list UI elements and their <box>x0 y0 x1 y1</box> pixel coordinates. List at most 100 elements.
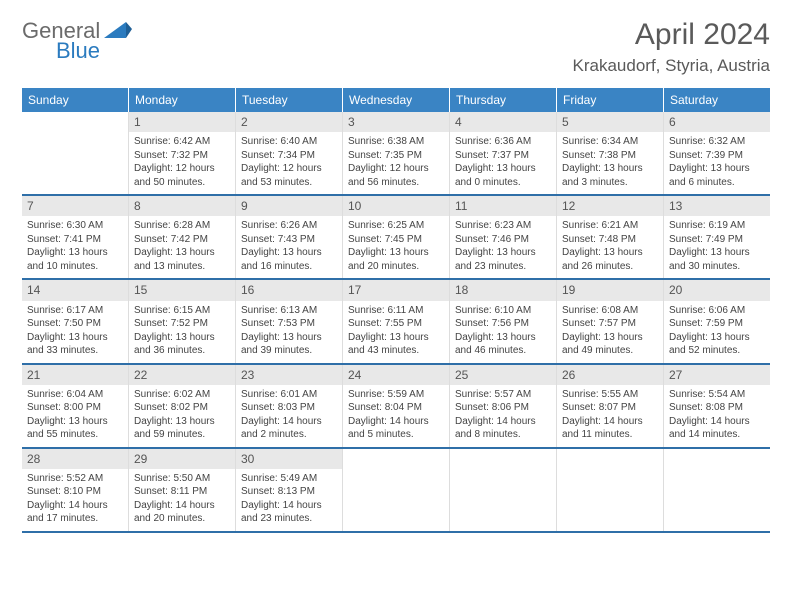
sunrise-text: Sunrise: 5:49 AM <box>241 472 337 486</box>
day-number: 9 <box>236 196 342 216</box>
daylight-text: Daylight: 14 hours and 2 minutes. <box>241 415 337 442</box>
calendar-cell: 27Sunrise: 5:54 AMSunset: 8:08 PMDayligh… <box>664 365 770 447</box>
cell-body: Sunrise: 6:32 AMSunset: 7:39 PMDaylight:… <box>664 132 770 194</box>
daylight-text: Daylight: 13 hours and 55 minutes. <box>27 415 123 442</box>
sunrise-text: Sunrise: 6:42 AM <box>134 135 230 149</box>
day-number: 7 <box>22 196 128 216</box>
cell-body: Sunrise: 6:26 AMSunset: 7:43 PMDaylight:… <box>236 216 342 278</box>
day-number: 29 <box>129 449 235 469</box>
sunset-text: Sunset: 8:13 PM <box>241 485 337 499</box>
calendar-cell: 6Sunrise: 6:32 AMSunset: 7:39 PMDaylight… <box>664 112 770 194</box>
daylight-text: Daylight: 13 hours and 36 minutes. <box>134 331 230 358</box>
calendar-cell: 7Sunrise: 6:30 AMSunset: 7:41 PMDaylight… <box>22 196 129 278</box>
sunset-text: Sunset: 7:49 PM <box>669 233 765 247</box>
cell-body: Sunrise: 6:08 AMSunset: 7:57 PMDaylight:… <box>557 301 663 363</box>
calendar-week: 7 Sunrise: 6:30 AMSunset: 7:41 PM Daylight… <box>22 196 770 280</box>
sunset-text: Sunset: 7:39 PM <box>669 149 765 163</box>
daylight-text: Daylight: 13 hours and 52 minutes. <box>669 331 765 358</box>
day-header: Thursday <box>450 88 557 112</box>
sunrise-text: Sunrise: 6:08 AM <box>562 304 658 318</box>
daylight-text: Daylight: 13 hours and 23 minutes. <box>455 246 551 273</box>
day-number: 18 <box>450 280 556 300</box>
day-header: Friday <box>557 88 664 112</box>
sunrise-text: Sunrise: 6:30 AM <box>27 219 123 233</box>
sunset-text: Sunset: 8:02 PM <box>134 401 230 415</box>
daylight-text: Daylight: 14 hours and 17 minutes. <box>27 499 123 526</box>
cell-body: Sunrise: 5:59 AMSunset: 8:04 PMDaylight:… <box>343 385 449 447</box>
cell-body: Sunrise: 5:57 AMSunset: 8:06 PMDaylight:… <box>450 385 556 447</box>
sunset-text: Sunset: 8:04 PM <box>348 401 444 415</box>
daylight-text: Daylight: 14 hours and 23 minutes. <box>241 499 337 526</box>
sunset-text: Sunset: 7:59 PM <box>669 317 765 331</box>
sunrise-text: Sunrise: 6:13 AM <box>241 304 337 318</box>
calendar-cell: 11Sunrise: 6:23 AMSunset: 7:46 PMDayligh… <box>450 196 557 278</box>
calendar-cell: 18Sunrise: 6:10 AMSunset: 7:56 PMDayligh… <box>450 280 557 362</box>
calendar-cell: 19Sunrise: 6:08 AMSunset: 7:57 PMDayligh… <box>557 280 664 362</box>
sunrise-text: Sunrise: 5:59 AM <box>348 388 444 402</box>
day-number: 27 <box>664 365 770 385</box>
sunrise-text: Sunrise: 6:19 AM <box>669 219 765 233</box>
calendar-cell: 22Sunrise: 6:02 AMSunset: 8:02 PMDayligh… <box>129 365 236 447</box>
cell-body: Sunrise: 6:25 AMSunset: 7:45 PMDaylight:… <box>343 216 449 278</box>
day-number: 16 <box>236 280 342 300</box>
brand-line2: Blue <box>56 38 100 64</box>
sunrise-text: Sunrise: 6:23 AM <box>455 219 551 233</box>
daylight-text: Daylight: 14 hours and 11 minutes. <box>562 415 658 442</box>
cell-body: Sunrise: 6:13 AMSunset: 7:53 PMDaylight:… <box>236 301 342 363</box>
calendar-cell: 3Sunrise: 6:38 AMSunset: 7:35 PMDaylight… <box>343 112 450 194</box>
calendar-cell: 4Sunrise: 6:36 AMSunset: 7:37 PMDaylight… <box>450 112 557 194</box>
day-number: 5 <box>557 112 663 132</box>
day-number: 12 <box>557 196 663 216</box>
cell-body: Sunrise: 6:17 AMSunset: 7:50 PMDaylight:… <box>22 301 128 363</box>
cell-body: Sunrise: 5:55 AMSunset: 8:07 PMDaylight:… <box>557 385 663 447</box>
day-number: 30 <box>236 449 342 469</box>
day-header: Sunday <box>22 88 129 112</box>
daylight-text: Daylight: 13 hours and 26 minutes. <box>562 246 658 273</box>
daylight-text: Daylight: 13 hours and 33 minutes. <box>27 331 123 358</box>
cell-body: Sunrise: 6:40 AMSunset: 7:34 PMDaylight:… <box>236 132 342 194</box>
cell-body: Sunrise: 6:38 AMSunset: 7:35 PMDaylight:… <box>343 132 449 194</box>
calendar-cell: 20Sunrise: 6:06 AMSunset: 7:59 PMDayligh… <box>664 280 770 362</box>
sunrise-text: Sunrise: 6:01 AM <box>241 388 337 402</box>
sunrise-text: Sunrise: 5:50 AM <box>134 472 230 486</box>
day-header: Tuesday <box>236 88 343 112</box>
sunset-text: Sunset: 7:46 PM <box>455 233 551 247</box>
cell-body: Sunrise: 5:50 AMSunset: 8:11 PMDaylight:… <box>129 469 235 531</box>
cell-body: Sunrise: 6:19 AMSunset: 7:49 PMDaylight:… <box>664 216 770 278</box>
calendar-cell: 15Sunrise: 6:15 AMSunset: 7:52 PMDayligh… <box>129 280 236 362</box>
sunset-text: Sunset: 7:52 PM <box>134 317 230 331</box>
sunrise-text: Sunrise: 6:06 AM <box>669 304 765 318</box>
daylight-text: Daylight: 13 hours and 20 minutes. <box>348 246 444 273</box>
day-number: 21 <box>22 365 128 385</box>
sunset-text: Sunset: 7:55 PM <box>348 317 444 331</box>
sunrise-text: Sunrise: 6:04 AM <box>27 388 123 402</box>
calendar-cell: 17Sunrise: 6:11 AMSunset: 7:55 PMDayligh… <box>343 280 450 362</box>
calendar-week: 28Sunrise: 5:52 AMSunset: 8:10 PMDayligh… <box>22 449 770 533</box>
calendar-cell: 26Sunrise: 5:55 AMSunset: 8:07 PMDayligh… <box>557 365 664 447</box>
sunset-text: Sunset: 7:53 PM <box>241 317 337 331</box>
day-header: Monday <box>129 88 236 112</box>
daylight-text: Daylight: 13 hours and 30 minutes. <box>669 246 765 273</box>
calendar-cell: 5Sunrise: 6:34 AMSunset: 7:38 PMDaylight… <box>557 112 664 194</box>
sunset-text: Sunset: 8:10 PM <box>27 485 123 499</box>
calendar-cell: . <box>343 449 450 531</box>
calendar-cell: 9Sunrise: 6:26 AMSunset: 7:43 PMDaylight… <box>236 196 343 278</box>
cell-body: Sunrise: 6:23 AMSunset: 7:46 PMDaylight:… <box>450 216 556 278</box>
sunset-text: Sunset: 7:41 PM <box>27 233 123 247</box>
day-number: 22 <box>129 365 235 385</box>
cell-body: Sunrise: 6:42 AMSunset: 7:32 PMDaylight:… <box>129 132 235 194</box>
cell-body: Sunrise: 6:15 AMSunset: 7:52 PMDaylight:… <box>129 301 235 363</box>
daylight-text: Daylight: 13 hours and 49 minutes. <box>562 331 658 358</box>
cell-body: Sunrise: 6:36 AMSunset: 7:37 PMDaylight:… <box>450 132 556 194</box>
day-number: 23 <box>236 365 342 385</box>
calendar-cell: 12Sunrise: 6:21 AMSunset: 7:48 PMDayligh… <box>557 196 664 278</box>
daylight-text: Daylight: 13 hours and 16 minutes. <box>241 246 337 273</box>
day-number: 1 <box>129 112 235 132</box>
sunrise-text: Sunrise: 6:32 AM <box>669 135 765 149</box>
calendar-cell: 16Sunrise: 6:13 AMSunset: 7:53 PMDayligh… <box>236 280 343 362</box>
calendar-cell: 25Sunrise: 5:57 AMSunset: 8:06 PMDayligh… <box>450 365 557 447</box>
daylight-text: Daylight: 12 hours and 53 minutes. <box>241 162 337 189</box>
sunrise-text: Sunrise: 6:36 AM <box>455 135 551 149</box>
cell-body: Sunrise: 6:11 AMSunset: 7:55 PMDaylight:… <box>343 301 449 363</box>
calendar-cell: 21Sunrise: 6:04 AMSunset: 8:00 PMDayligh… <box>22 365 129 447</box>
